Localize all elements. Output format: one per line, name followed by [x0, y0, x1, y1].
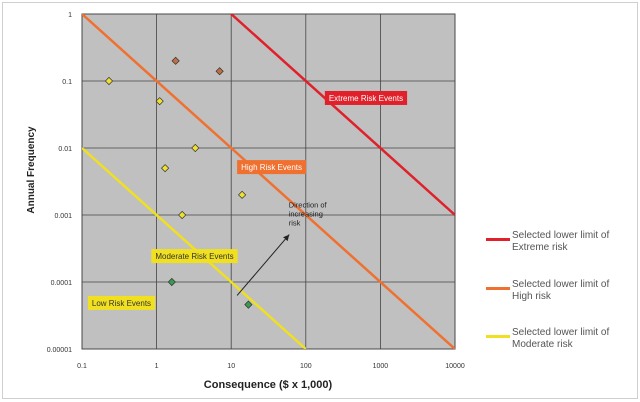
legend-text-extreme: Selected lower limit of Extreme risk	[512, 230, 632, 254]
x-tick-label: 100	[300, 363, 312, 370]
region-label: Extreme Risk Events	[324, 90, 408, 105]
risk-line-0	[230, 14, 455, 216]
x-tick-label: 0.1	[77, 363, 87, 370]
region-label-box	[87, 295, 156, 310]
region-labels: Extreme Risk Events High Risk Events Moder…	[87, 90, 408, 310]
x-tick-label: 10000	[445, 363, 465, 370]
region-label: High Risk Events	[237, 160, 307, 175]
data-point	[155, 97, 164, 106]
x-tick-label: 10	[227, 363, 235, 370]
region-label: Low Risk Events	[87, 295, 156, 310]
legend-text-line: Selected lower limit of	[512, 327, 610, 338]
legend-text-line: High risk	[512, 291, 551, 302]
annotation-text: Direction of	[289, 200, 328, 209]
data-point	[191, 143, 200, 153]
region-label-text: Low Risk Events	[92, 299, 151, 308]
data-point	[171, 56, 180, 65]
legend-text-line: Selected lower limit of	[512, 230, 610, 241]
grid	[81, 13, 456, 350]
data-point	[104, 76, 114, 86]
region-label-text: Extreme Risk Events	[329, 94, 403, 103]
legend-line-moderate	[486, 335, 510, 338]
data-point	[161, 164, 170, 173]
legend-text-line: Moderate risk	[512, 339, 573, 350]
data-point	[244, 300, 253, 309]
x-axis-label: Consequence ($ x 1,000)	[204, 379, 333, 391]
region-label-box	[237, 160, 307, 175]
y-tick-label: 0.01	[58, 146, 72, 153]
y-tick-label: 0.0001	[51, 280, 73, 287]
annotation-text: risk	[289, 218, 301, 227]
x-tick-label: 1	[155, 363, 159, 370]
region-label-box	[151, 249, 238, 264]
y-tick-labels: 1 0.1 0.01 0.001 0.0001 0.00001	[47, 12, 72, 354]
risk-lines	[82, 14, 455, 349]
legend-line-high	[486, 287, 510, 290]
x-tick-label: 1000	[373, 363, 389, 370]
legend-text-line: Extreme risk	[512, 242, 568, 253]
region-label-text: High Risk Events	[241, 163, 302, 172]
legend-item-high: Selected lower limit of High risk	[484, 279, 634, 309]
risk-line-1	[82, 14, 455, 349]
legend-line-extreme	[486, 238, 510, 241]
y-tick-label: 0.1	[62, 79, 72, 86]
data-point	[167, 277, 176, 287]
data-points	[104, 56, 253, 309]
legend-item-moderate: Selected lower limit of Moderate risk	[484, 327, 634, 357]
region-label: Moderate Risk Events	[151, 249, 238, 264]
region-label-text: Moderate Risk Events	[155, 252, 233, 261]
region-label-box	[324, 90, 408, 105]
y-tick-label: 0.001	[54, 213, 72, 220]
risk-line-2	[82, 147, 307, 349]
y-tick-label: 0.00001	[47, 347, 72, 354]
data-point	[215, 67, 224, 76]
data-point	[178, 210, 187, 220]
legend-text-line: Selected lower limit of	[512, 279, 610, 290]
x-tick-labels: 0.1 1 10 100 1000 10000	[77, 363, 465, 370]
y-axis-label: Annual Frequency	[26, 126, 37, 214]
data-point	[238, 190, 247, 199]
legend: Selected lower limit of Extreme risk Sel…	[484, 0, 634, 402]
legend-text-moderate: Selected lower limit of Moderate risk	[512, 327, 632, 351]
legend-text-high: Selected lower limit of High risk	[512, 279, 632, 303]
risk-direction-arrow	[236, 234, 290, 296]
annotation-text: increasing	[289, 209, 323, 218]
legend-item-extreme: Selected lower limit of Extreme risk	[484, 230, 634, 260]
y-tick-label: 1	[68, 12, 72, 19]
